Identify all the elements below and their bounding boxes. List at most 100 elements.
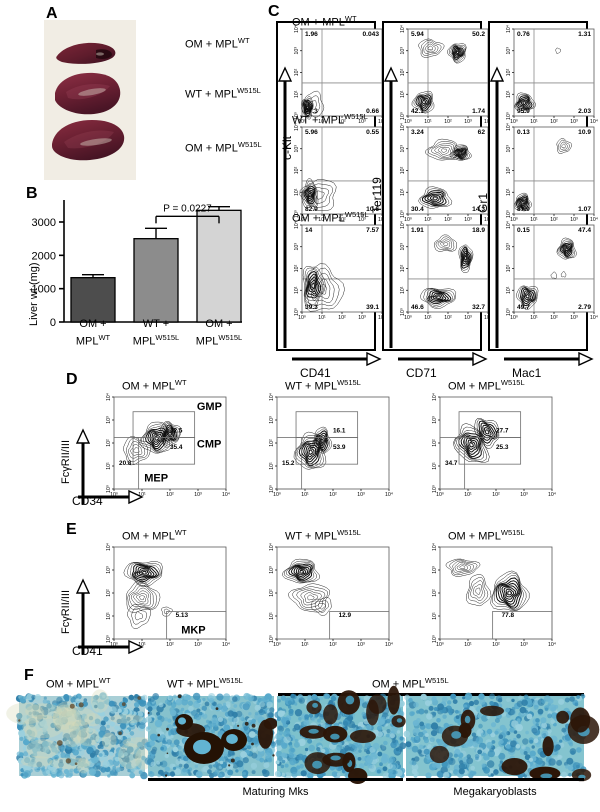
panel-c-yaxis-label-1: Ter119	[370, 177, 384, 213]
x-tick: 10¹	[138, 492, 146, 498]
panel-f-label-2: OM + MPLW515L	[372, 676, 449, 691]
quad-ll: 46.6	[411, 304, 424, 311]
panel-f-micrograph-2	[274, 685, 407, 784]
panel-c-row-title-1-sup: W515L	[344, 112, 368, 121]
quad-ll: 42.1	[411, 108, 424, 115]
panel-c-yaxis-arrow-1	[383, 66, 399, 348]
quad-ll: 49.7	[517, 304, 530, 311]
panel-b-ytick-0: 0	[50, 317, 56, 329]
gate-rect	[329, 611, 390, 640]
gmp-value: 32.5	[170, 427, 183, 434]
y-tick: 10⁰	[400, 112, 406, 120]
mep-value: 15.2	[282, 460, 295, 467]
x-tick: 10³	[358, 217, 366, 223]
quad-ll: 39.3	[305, 304, 318, 311]
panel-c-row-title-0-sup: WT	[344, 14, 357, 23]
mep-label: MEP	[144, 473, 168, 485]
panel-b-xtick-1-line2: MPL	[132, 335, 156, 348]
x-tick: 10¹	[318, 119, 326, 125]
y-tick: 10⁴	[506, 221, 512, 229]
x-tick: 10⁰	[273, 642, 281, 648]
y-tick: 10²	[432, 589, 438, 597]
quad-ul: 1.96	[305, 31, 318, 38]
quad-ur: 50.2	[472, 31, 485, 38]
panel-e-title-1: WT + MPLW515L	[285, 528, 361, 543]
y-tick: 10⁴	[400, 221, 406, 229]
x-tick: 10⁰	[110, 642, 118, 648]
liver-weight-bar-chart: 0 1000 2000 3000 P = 0.0227	[32, 200, 242, 329]
panel-d-plot-1: 16.1 53.9 15.2 10⁰ 10¹ 10² 10³ 10⁴ 10⁰ 10¹ 10² 10³ 1…	[269, 393, 393, 498]
x-tick: 10⁴	[385, 492, 393, 498]
panel-d-title-0-main: OM + MPL	[122, 380, 175, 393]
panel-b-xtick-0-line1: OM +	[79, 318, 107, 330]
y-tick: 10⁴	[432, 543, 438, 551]
panel-f-label-0-sup: WT	[98, 676, 111, 685]
panel-a-label-2-main: OM + MPL	[185, 142, 238, 155]
quad-ll: 30.4	[411, 206, 424, 213]
panel-f-bottom-rule-1	[406, 778, 584, 781]
y-tick: 10⁰	[506, 112, 512, 120]
quad-ur: 47.4	[578, 227, 591, 234]
x-tick: 10²	[338, 315, 346, 321]
x-tick: 10⁰	[404, 119, 412, 125]
panel-c-plot-r2-c0: 14 7.57 39.3 39.1 10⁰ 10¹ 10² 10³ 10⁴ 10⁰ 10¹ 10² 10…	[294, 221, 386, 321]
y-tick: 10³	[294, 243, 300, 251]
quad-ul: 1.91	[411, 227, 424, 234]
cmp-label: CMP	[197, 439, 221, 451]
y-tick: 10⁰	[400, 308, 406, 316]
y-tick: 10³	[506, 145, 512, 153]
y-tick: 10²	[294, 166, 300, 174]
panel-d-title-1: WT + MPLW515L	[285, 378, 361, 393]
y-tick: 10²	[269, 589, 275, 597]
panel-f-letter: F	[24, 667, 34, 684]
x-tick: 10¹	[301, 492, 309, 498]
quad-ll: 87.9	[517, 206, 530, 213]
panel-b-bar-0	[70, 277, 116, 323]
panel-c-xaxis-arrow-1	[398, 351, 488, 367]
x-tick: 10²	[550, 119, 558, 125]
x-tick: 10⁴	[548, 492, 556, 498]
panel-c-row-title-1: WT + MPLW515L	[292, 112, 368, 127]
x-tick: 10²	[166, 492, 174, 498]
y-tick: 10²	[294, 264, 300, 272]
panel-d-xlabel: CD34	[72, 494, 103, 508]
x-tick: 10²	[338, 217, 346, 223]
panel-b-xtick-0-sup: WT	[98, 333, 111, 342]
panel-a-label-1-sup: W515L	[237, 86, 261, 95]
y-tick: 10¹	[294, 286, 300, 294]
quad-ll: 82.9	[305, 206, 318, 213]
y-tick: 10²	[106, 439, 112, 447]
y-tick: 10²	[506, 68, 512, 76]
quad-ll: 97.3	[305, 108, 318, 115]
x-tick: 10¹	[464, 642, 472, 648]
y-tick: 10¹	[106, 462, 112, 470]
gate-rect	[276, 437, 303, 490]
panel-e-plot-1: 12.9 10⁰ 10¹ 10² 10³ 10⁴ 10⁰ 10¹ 10² 10³ 10⁴	[269, 543, 393, 648]
quad-ul: 0.13	[517, 129, 530, 136]
micrograph-svg-0	[6, 689, 155, 780]
y-tick: 10⁰	[506, 210, 512, 218]
panel-e-flow-row: 5.13 MKP 10⁰ 10¹ 10² 10³ 10⁴ 10⁰ 10¹ 10² 10³ 10⁴ OM …	[60, 528, 600, 668]
x-tick: 10¹	[424, 315, 432, 321]
y-tick: 10⁰	[294, 210, 300, 218]
panel-b-ylabel-text: Liver wt (mg)	[28, 262, 40, 326]
panel-e-ylabel-text: FcγRII/III	[60, 590, 72, 634]
x-tick: 10¹	[530, 315, 538, 321]
x-tick: 10⁴	[590, 119, 598, 125]
gmp-label: GMP	[197, 401, 222, 413]
y-tick: 10³	[400, 47, 406, 55]
x-tick: 10²	[550, 217, 558, 223]
x-tick: 10³	[464, 315, 472, 321]
x-tick: 10³	[357, 492, 365, 498]
y-tick: 10³	[269, 566, 275, 574]
panel-f-micrograph-3	[403, 692, 600, 782]
y-tick: 10¹	[432, 612, 438, 620]
panel-d-yaxis-arrow	[75, 428, 91, 504]
x-tick: 10¹	[301, 642, 309, 648]
panel-a-label-2-sup: W515L	[237, 140, 262, 149]
y-tick: 10³	[432, 416, 438, 424]
y-tick: 10⁴	[506, 123, 512, 131]
y-tick: 10¹	[400, 90, 406, 98]
y-tick: 10⁰	[106, 635, 112, 643]
y-tick: 10²	[506, 264, 512, 272]
